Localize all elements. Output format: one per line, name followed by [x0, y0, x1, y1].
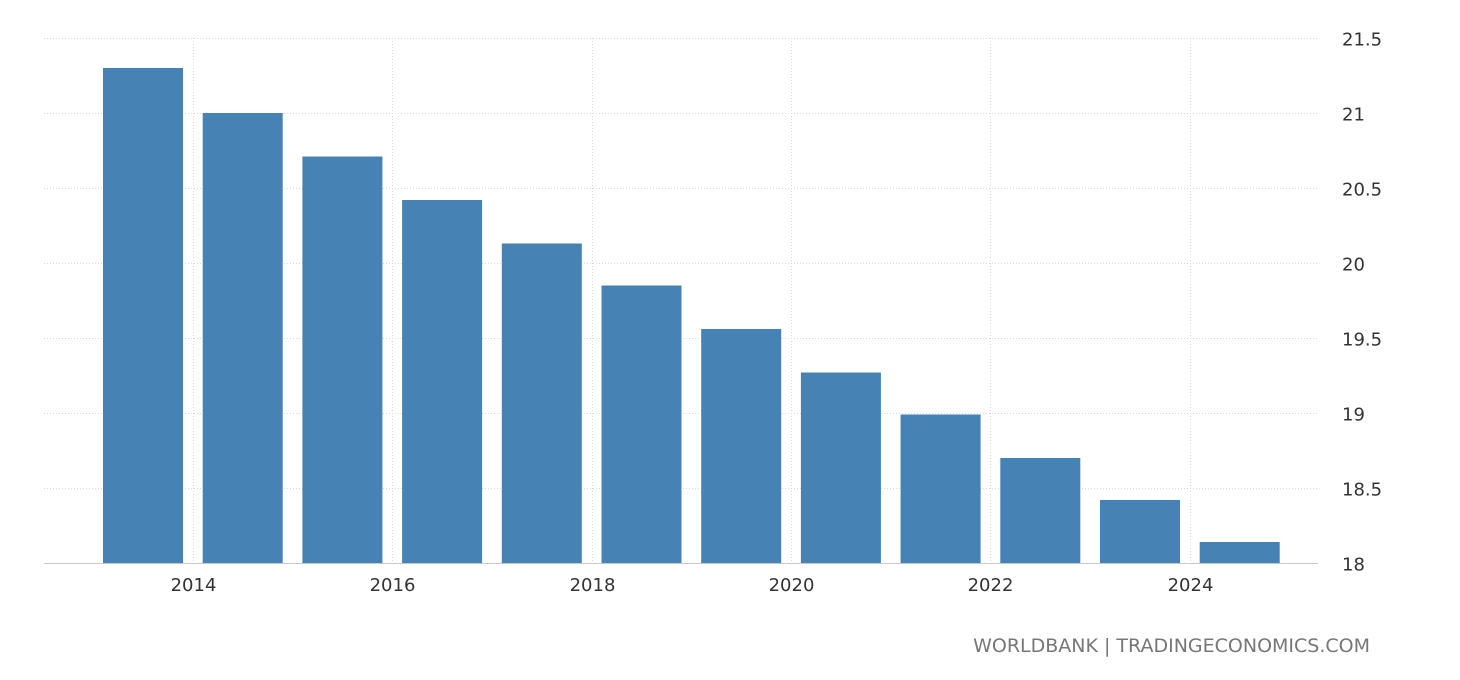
bar-2016: [402, 200, 483, 563]
bar-2023: [1100, 500, 1180, 563]
bar-2018: [601, 285, 682, 563]
bar-2017: [501, 243, 582, 563]
source-label: WORLDBANK | TRADINGECONOMICS.COM: [973, 635, 1370, 657]
y-tick-label: 18.5: [1342, 480, 1382, 501]
bar-2020: [800, 372, 881, 563]
y-tick-label: 20.5: [1342, 180, 1382, 201]
y-tick-label: 21.5: [1342, 30, 1382, 51]
bar-2022: [1000, 458, 1081, 563]
y-tick-label: 20: [1342, 255, 1365, 276]
x-tick-label: 2016: [370, 575, 416, 596]
bar-2015: [302, 156, 383, 563]
x-tick-label: 2022: [968, 575, 1014, 596]
y-tick-label: 19: [1342, 405, 1365, 426]
x-tick-label: 2024: [1168, 575, 1214, 596]
bar-2013: [103, 68, 183, 563]
y-tick-label: 18: [1342, 555, 1365, 576]
bars: [103, 68, 1280, 563]
x-tick-label: 2020: [769, 575, 815, 596]
x-tick-label: 2014: [171, 575, 217, 596]
y-tick-label: 19.5: [1342, 330, 1382, 351]
y-axis-tick-labels: 18 18.5 19 19.5 20 20.5 21 21.5: [1342, 30, 1382, 576]
bar-2014: [202, 113, 283, 563]
x-axis-tick-labels: 2014 2016 2018 2020 2022 2024: [171, 575, 1214, 596]
y-tick-label: 21: [1342, 105, 1365, 126]
bar-2021: [900, 414, 981, 563]
bar-2024: [1199, 542, 1280, 563]
x-tick-label: 2018: [570, 575, 616, 596]
bar-2019: [701, 329, 782, 563]
